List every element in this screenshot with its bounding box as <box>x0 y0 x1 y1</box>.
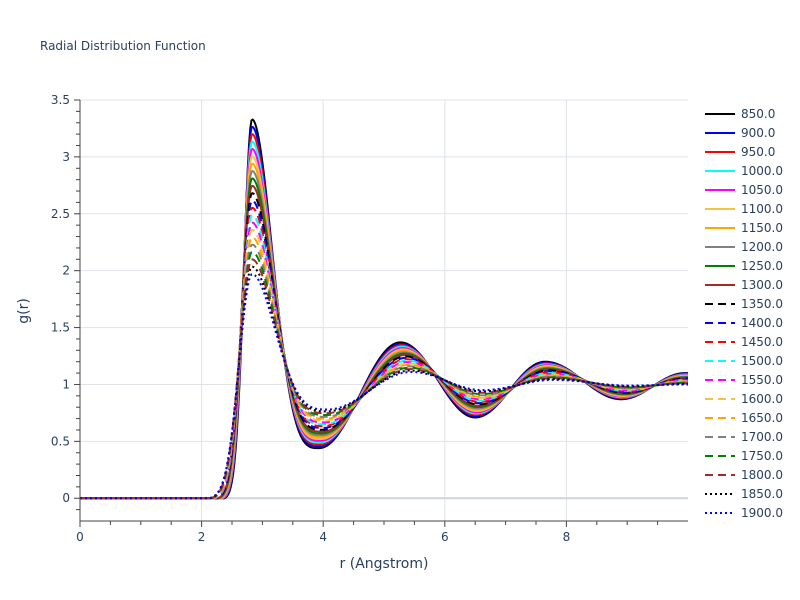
legend-label: 1700.0 <box>741 430 783 444</box>
legend-label: 1350.0 <box>741 297 783 311</box>
y-axis-ticks: 0 0.5 1 1.5 2 2.5 3 3.5 <box>51 93 70 505</box>
y-tick-label: 1.5 <box>51 321 70 335</box>
x-tick-label: 0 <box>76 530 84 544</box>
legend-item[interactable]: 1200.0 <box>705 240 783 254</box>
legend-label: 1750.0 <box>741 449 783 463</box>
y-tick-label: 1 <box>62 377 70 391</box>
legend-label: 1800.0 <box>741 468 783 482</box>
legend-label: 1600.0 <box>741 392 783 406</box>
legend-item[interactable]: 1050.0 <box>705 183 783 197</box>
y-tick-label: 3.5 <box>51 93 70 107</box>
legend-item[interactable]: 1000.0 <box>705 164 783 178</box>
series-line-1400.0 <box>80 199 688 500</box>
x-tick-label: 4 <box>319 530 327 544</box>
legend-label: 1150.0 <box>741 221 783 235</box>
y-tick-label: 2.5 <box>51 207 70 221</box>
legend-label: 1000.0 <box>741 164 783 178</box>
legend-item[interactable]: 1600.0 <box>705 392 783 406</box>
x-tick-label: 6 <box>441 530 449 544</box>
legend-item[interactable]: 1400.0 <box>705 316 783 330</box>
legend-item[interactable]: 1750.0 <box>705 449 783 463</box>
x-axis-title: r (Angstrom) <box>340 556 429 572</box>
legend-label: 950.0 <box>741 145 775 159</box>
legend-item[interactable]: 1450.0 <box>705 335 783 349</box>
legend-item[interactable]: 1350.0 <box>705 297 783 311</box>
legend-item[interactable]: 1100.0 <box>705 202 783 216</box>
legend-label: 1050.0 <box>741 183 783 197</box>
legend-item[interactable]: 1250.0 <box>705 259 783 273</box>
plot-area <box>80 118 688 500</box>
series-line-1250.0 <box>80 177 688 500</box>
series-line-1350.0 <box>80 192 688 500</box>
series-line-1800.0 <box>80 258 688 500</box>
series-line-950.0 <box>80 133 688 500</box>
series-line-1900.0 <box>80 273 688 500</box>
legend-item[interactable]: 1850.0 <box>705 487 783 501</box>
legend-label: 1500.0 <box>741 354 783 368</box>
x-axis-ticks: 0 2 4 6 8 <box>76 530 570 544</box>
legend[interactable]: 850.0 900.0 950.0 1000.0 1050.0 1100.0 1150.0 1… <box>705 107 783 520</box>
x-tick-label: 2 <box>198 530 206 544</box>
legend-item[interactable]: 850.0 <box>705 107 775 121</box>
legend-label: 1300.0 <box>741 278 783 292</box>
series-line-1000.0 <box>80 140 688 500</box>
y-tick-label: 0 <box>62 491 70 505</box>
y-tick-label: 0.5 <box>51 434 70 448</box>
legend-label: 1900.0 <box>741 506 783 520</box>
legend-label: 1200.0 <box>741 240 783 254</box>
y-tick-label: 2 <box>62 264 70 278</box>
legend-label: 850.0 <box>741 107 775 121</box>
legend-item[interactable]: 1700.0 <box>705 430 783 444</box>
series-line-900.0 <box>80 125 688 500</box>
series-line-1450.0 <box>80 206 688 500</box>
legend-item[interactable]: 1800.0 <box>705 468 783 482</box>
series-line-1050.0 <box>80 147 688 500</box>
legend-item[interactable]: 1550.0 <box>705 373 783 387</box>
legend-label: 1850.0 <box>741 487 783 501</box>
legend-label: 1250.0 <box>741 259 783 273</box>
legend-label: 1100.0 <box>741 202 783 216</box>
legend-label: 900.0 <box>741 126 775 140</box>
legend-item[interactable]: 1150.0 <box>705 221 783 235</box>
legend-label: 1650.0 <box>741 411 783 425</box>
legend-item[interactable]: 1300.0 <box>705 278 783 292</box>
legend-label: 1400.0 <box>741 316 783 330</box>
series-line-1300.0 <box>80 184 688 500</box>
axes <box>74 99 688 527</box>
series-line-1200.0 <box>80 170 688 500</box>
y-axis-title: g(r) <box>16 298 32 324</box>
legend-item[interactable]: 1900.0 <box>705 506 783 520</box>
y-tick-label: 3 <box>62 150 70 164</box>
chart-title: Radial Distribution Function <box>40 39 206 53</box>
legend-label: 1450.0 <box>741 335 783 349</box>
legend-label: 1550.0 <box>741 373 783 387</box>
legend-item[interactable]: 1500.0 <box>705 354 783 368</box>
grid-lines <box>80 99 688 521</box>
legend-item[interactable]: 900.0 <box>705 126 775 140</box>
legend-item[interactable]: 1650.0 <box>705 411 783 425</box>
x-tick-label: 8 <box>563 530 571 544</box>
legend-item[interactable]: 950.0 <box>705 145 775 159</box>
series-lines <box>80 118 688 500</box>
